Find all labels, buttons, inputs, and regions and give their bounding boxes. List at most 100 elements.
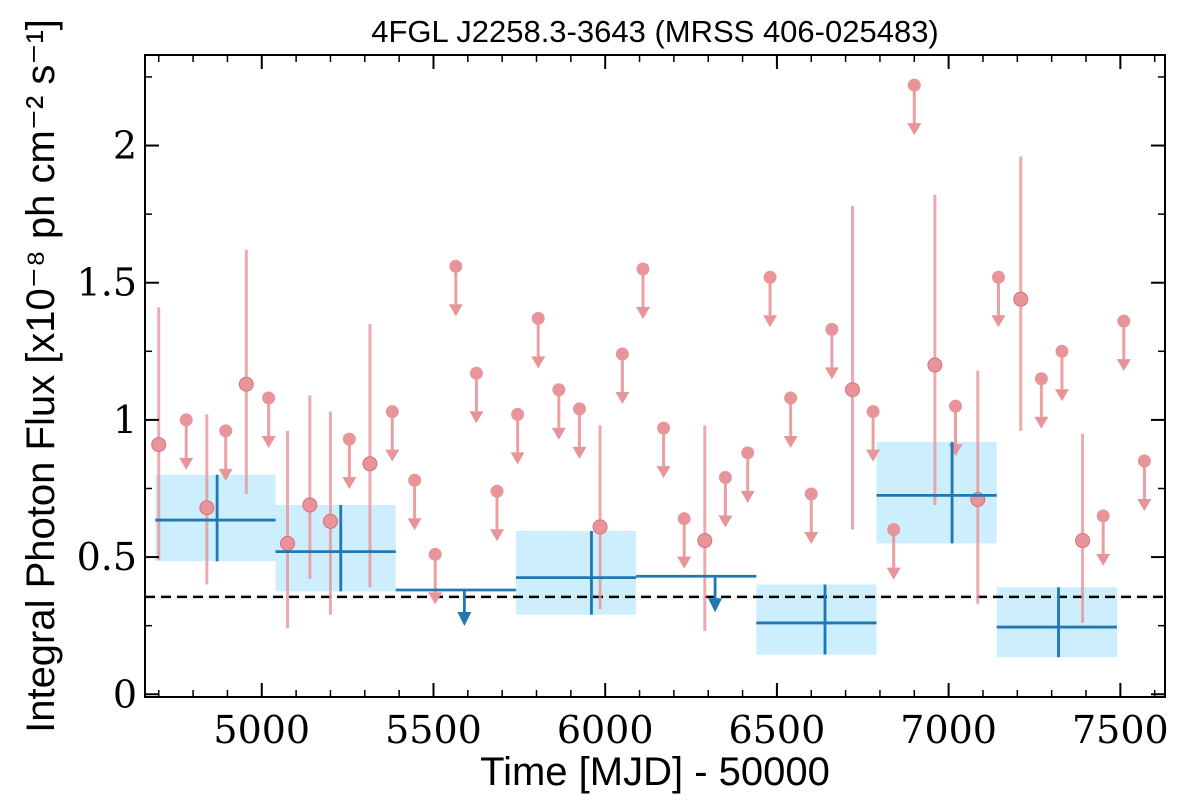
long-bin-upper-limit-arrow [457,612,472,626]
short-bin-upper-limit-arrow [342,477,357,490]
short-bin-upper-limit-point [907,78,921,92]
short-bin-upper-limit-point [490,484,504,498]
short-bin-upper-limit-point [531,311,545,325]
short-bin-upper-limit-point [784,391,798,405]
short-bin-upper-limit-arrow [428,592,443,605]
short-bin-upper-limit-point [887,523,901,537]
short-bin-upper-limit-arrow [490,529,505,542]
short-bin-upper-limit-point [825,322,839,336]
y-tick-label: 1 [113,398,137,442]
x-tick-label: 5000 [213,708,310,752]
short-bin-point [302,497,318,513]
short-bin-upper-limit-arrow [218,468,233,481]
short-bin-point [1013,291,1029,307]
short-bin-upper-limit-arrow [718,515,733,528]
short-bin-upper-limit-arrow [783,435,798,448]
short-bin-upper-limit-arrow [1137,499,1152,512]
short-bin-upper-limit-point [636,262,650,276]
short-bin-upper-limit-point [449,259,463,273]
short-bin-point [362,456,378,472]
long-bin-uncertainty-band [996,587,1117,658]
short-bin-upper-limit-arrow [572,446,587,459]
short-bin-upper-limit-point [804,487,818,501]
short-bin-point [238,376,254,392]
plot-frame [144,54,1166,698]
short-bin-upper-limit-point [657,421,671,435]
short-bin-upper-limit-arrow [763,315,778,328]
y-tick-label: 2 [113,124,137,168]
short-bin-upper-limit-point [511,407,525,421]
y-tick-label: 0.5 [77,535,137,579]
x-tick-label: 5500 [385,708,482,752]
short-bin-upper-limit-arrow [866,449,881,462]
short-bin-upper-limit-point [179,413,193,427]
short-bin-upper-limit-arrow [991,315,1006,328]
short-bin-upper-limit-arrow [1096,553,1111,566]
short-bin-upper-limit-point [469,366,483,380]
short-bin-upper-limit-arrow [656,466,671,479]
short-bin-upper-limit-arrow [615,392,630,405]
y-tick-label: 0 [113,672,137,716]
x-tick-label: 7500 [1072,708,1169,752]
short-bin-upper-limit-arrow [804,531,819,544]
short-bin-upper-limit-arrow [448,304,463,317]
short-bin-upper-limit-point [763,270,777,284]
short-bin-point [1075,533,1091,549]
short-bin-upper-limit-point [1117,314,1131,328]
short-bin-upper-limit-arrow [907,123,922,136]
short-bin-upper-limit-arrow [1116,359,1131,372]
short-bin-upper-limit-point [1034,372,1048,386]
short-bin-upper-limit-arrow [635,307,650,319]
long-bin-upper-limit-arrow [708,598,723,613]
short-bin-point [280,535,296,551]
short-bin-point [592,519,608,535]
short-bin-upper-limit-point [1137,454,1151,468]
short-bin-point [927,357,943,373]
short-bin-upper-limit-arrow [824,367,839,380]
short-bin-upper-limit-arrow [531,356,546,369]
short-bin-upper-limit-arrow [469,411,484,424]
long-bin-uncertainty-band [515,531,637,615]
x-tick-label: 6000 [557,708,654,752]
short-bin-upper-limit-point [1096,509,1110,523]
x-tick-label: 6500 [729,708,826,752]
short-bin-upper-limit-point [552,383,566,397]
short-bin-point [697,533,713,549]
chart-title: 4FGL J2258.3-3643 (MRSS 406-025483) [371,14,939,49]
short-bin-upper-limit-point [428,547,442,561]
short-bin-point [199,500,215,516]
short-bin-point [844,382,860,398]
long-bin-uncertainty-band [155,474,276,562]
short-bin-upper-limit-point [1055,344,1069,358]
short-bin-upper-limit-point [572,402,586,416]
short-bin-point [322,513,338,529]
x-tick-label: 7000 [900,708,997,752]
short-bin-upper-limit-arrow [1034,416,1049,429]
x-axis-label: Time [MJD] - 50000 [480,750,830,794]
short-bin-upper-limit-point [741,446,755,460]
short-bin-upper-limit-arrow [740,490,755,503]
short-bin-upper-limit-point [718,471,732,485]
short-bin-point [151,437,167,453]
long-bin-uncertainty-band [756,584,877,655]
short-bin-upper-limit-point [615,347,629,361]
short-bin-upper-limit-point [677,512,691,526]
short-bin-upper-limit-arrow [261,435,276,448]
short-bin-upper-limit-point [991,270,1005,284]
short-bin-upper-limit-arrow [886,567,901,580]
short-bin-upper-limit-arrow [1054,389,1069,402]
y-axis-label: Integral Photon Flux [x10⁻⁸ ph cm⁻² s⁻¹] [19,19,63,733]
short-bin-upper-limit-point [262,391,276,405]
short-bin-upper-limit-arrow [510,452,525,465]
short-bin-upper-limit-point [385,405,399,419]
short-bin-upper-limit-arrow [551,427,566,440]
short-bin-upper-limit-arrow [407,518,422,531]
short-bin-upper-limit-point [866,405,880,419]
y-tick-label: 1.5 [77,261,137,305]
short-bin-upper-limit-point [219,424,233,438]
short-bin-upper-limit-arrow [179,457,194,470]
short-bin-upper-limit-point [342,432,356,446]
short-bin-upper-limit-point [408,473,422,487]
short-bin-upper-limit-point [949,399,963,413]
